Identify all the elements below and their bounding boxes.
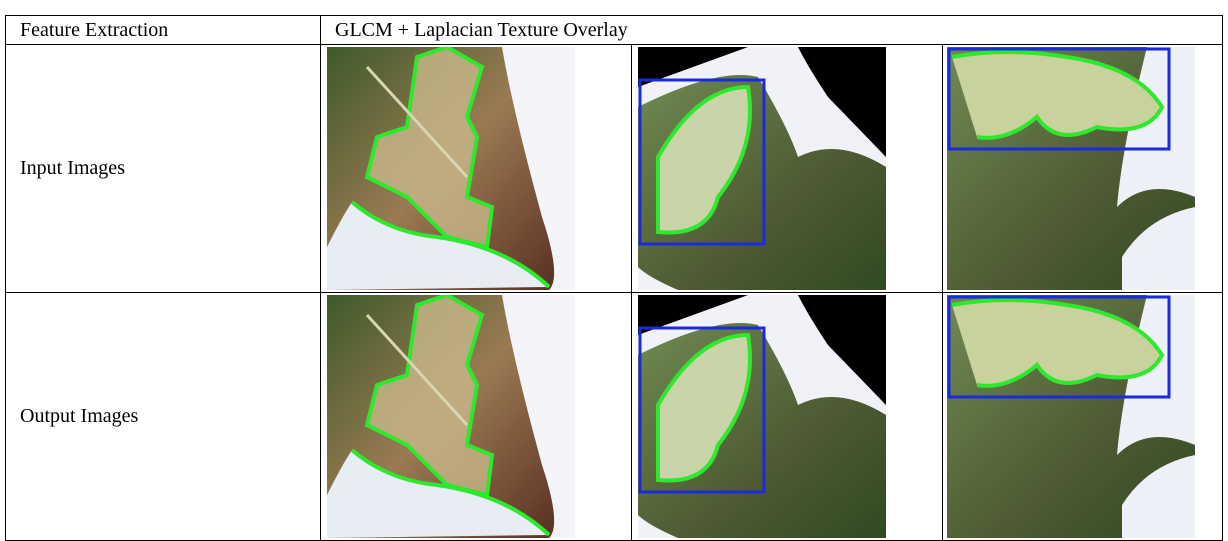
row: Input Images: [6, 45, 1223, 293]
leaf-image: [638, 47, 886, 290]
leaf-image: [947, 295, 1195, 538]
leaf-image: [327, 47, 575, 290]
leaf-image: [638, 295, 886, 538]
row: Output Images: [6, 293, 1223, 541]
leaf-image: [327, 295, 575, 538]
header-row: Feature Extraction GLCM + Laplacian Text…: [6, 16, 1223, 45]
leaf-image: [947, 47, 1195, 290]
image-cell: [632, 45, 943, 293]
image-cell: [321, 293, 632, 541]
feature-table: Feature Extraction GLCM + Laplacian Text…: [5, 15, 1223, 541]
page: Feature Extraction GLCM + Laplacian Text…: [0, 0, 1228, 537]
image-cell: [321, 45, 632, 293]
image-cell: [943, 293, 1223, 541]
header-cell: Feature Extraction: [6, 16, 321, 45]
image-cell: [943, 45, 1223, 293]
header-cell: GLCM + Laplacian Texture Overlay: [321, 16, 1223, 45]
image-cell: [632, 293, 943, 541]
row-label: Output Images: [6, 293, 321, 541]
row-label: Input Images: [6, 45, 321, 293]
